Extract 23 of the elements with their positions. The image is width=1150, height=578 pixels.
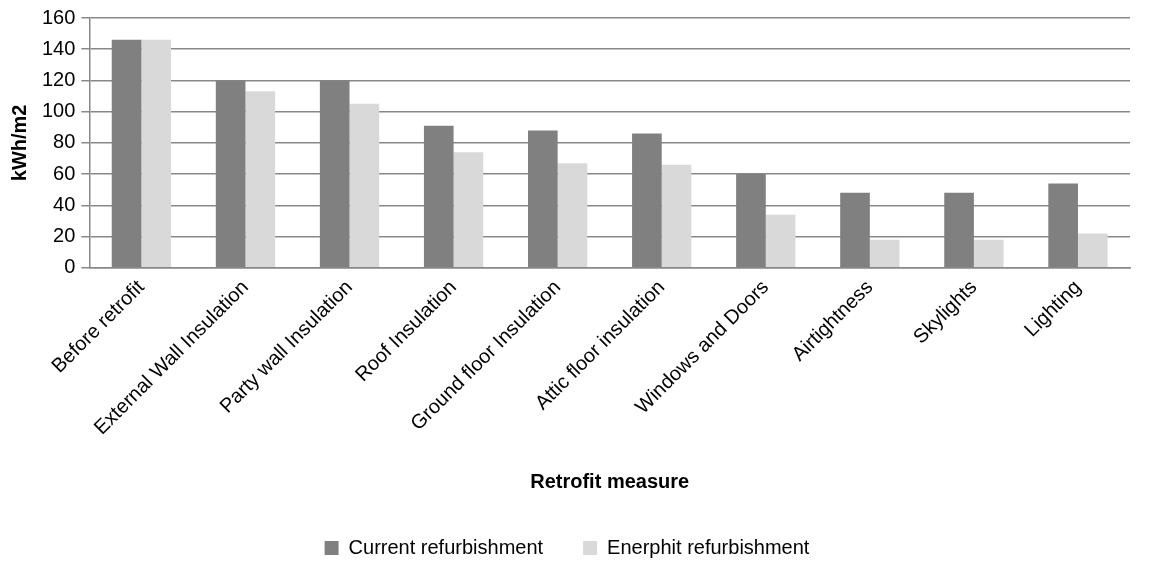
y-tick-label: 20: [53, 224, 76, 247]
y-tick-label: 0: [64, 255, 76, 278]
bar: [1077, 233, 1108, 268]
bar: [245, 91, 276, 268]
y-tick-label: 100: [41, 99, 76, 122]
bar: [973, 239, 1004, 268]
bar: [661, 164, 692, 268]
bar: [453, 152, 484, 268]
legend-label: Current refurbishment: [348, 535, 544, 558]
bar: [141, 39, 172, 268]
y-tick-label: 120: [41, 67, 76, 90]
bar: [557, 163, 588, 268]
legend-label: Enerphit refurbishment: [607, 535, 810, 558]
y-tick-label: 160: [41, 5, 76, 28]
bar: [349, 103, 380, 268]
y-tick-label: 80: [53, 130, 76, 153]
bar: [869, 239, 900, 268]
x-axis-title: Retrofit measure: [530, 469, 690, 492]
y-tick-label: 40: [53, 192, 76, 215]
y-axis-title: kWh/m2: [7, 104, 30, 182]
y-tick-label: 140: [41, 36, 76, 59]
bar: [765, 214, 796, 268]
y-tick-label: 60: [53, 161, 76, 184]
